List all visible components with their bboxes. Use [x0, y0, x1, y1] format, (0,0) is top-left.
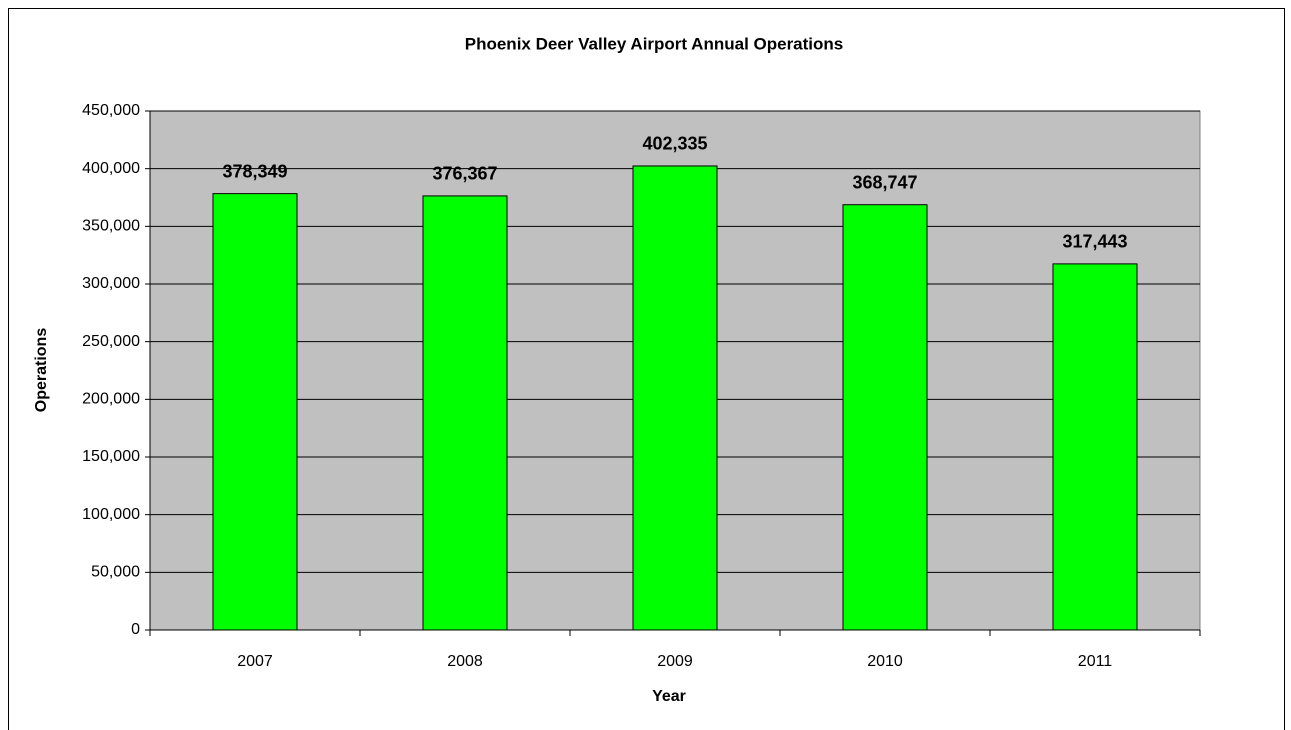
data-label: 378,349 [222, 161, 287, 181]
y-axis-title: Operations [33, 328, 50, 413]
data-label: 402,335 [642, 134, 707, 154]
y-tick-label: 50,000 [91, 564, 140, 581]
x-axis-title: Year [652, 688, 686, 705]
x-tick-label: 2010 [867, 653, 903, 670]
x-tick-label: 2007 [237, 653, 273, 670]
bar [842, 204, 928, 631]
y-tick-label: 350,000 [82, 218, 140, 235]
bar [1052, 263, 1138, 631]
bar [212, 193, 298, 631]
data-label: 317,443 [1062, 232, 1127, 252]
y-tick-label: 0 [131, 621, 140, 638]
y-tick-label: 150,000 [82, 448, 140, 465]
y-tick-label: 450,000 [82, 102, 140, 119]
y-tick-label: 200,000 [82, 391, 140, 408]
x-tick-label: 2009 [657, 653, 693, 670]
x-tick-label: 2008 [447, 653, 483, 670]
y-tick-label: 100,000 [82, 506, 140, 523]
y-tick-label: 400,000 [82, 160, 140, 177]
y-tick-label: 300,000 [82, 275, 140, 292]
chart-border [8, 8, 1285, 730]
x-tick-label: 2011 [1078, 653, 1113, 670]
bar [422, 195, 508, 631]
data-label: 368,747 [852, 172, 917, 192]
y-tick-label: 250,000 [82, 333, 140, 350]
chart-title: Phoenix Deer Valley Airport Annual Opera… [465, 34, 844, 53]
data-label: 376,367 [432, 164, 497, 184]
bar [632, 165, 718, 631]
